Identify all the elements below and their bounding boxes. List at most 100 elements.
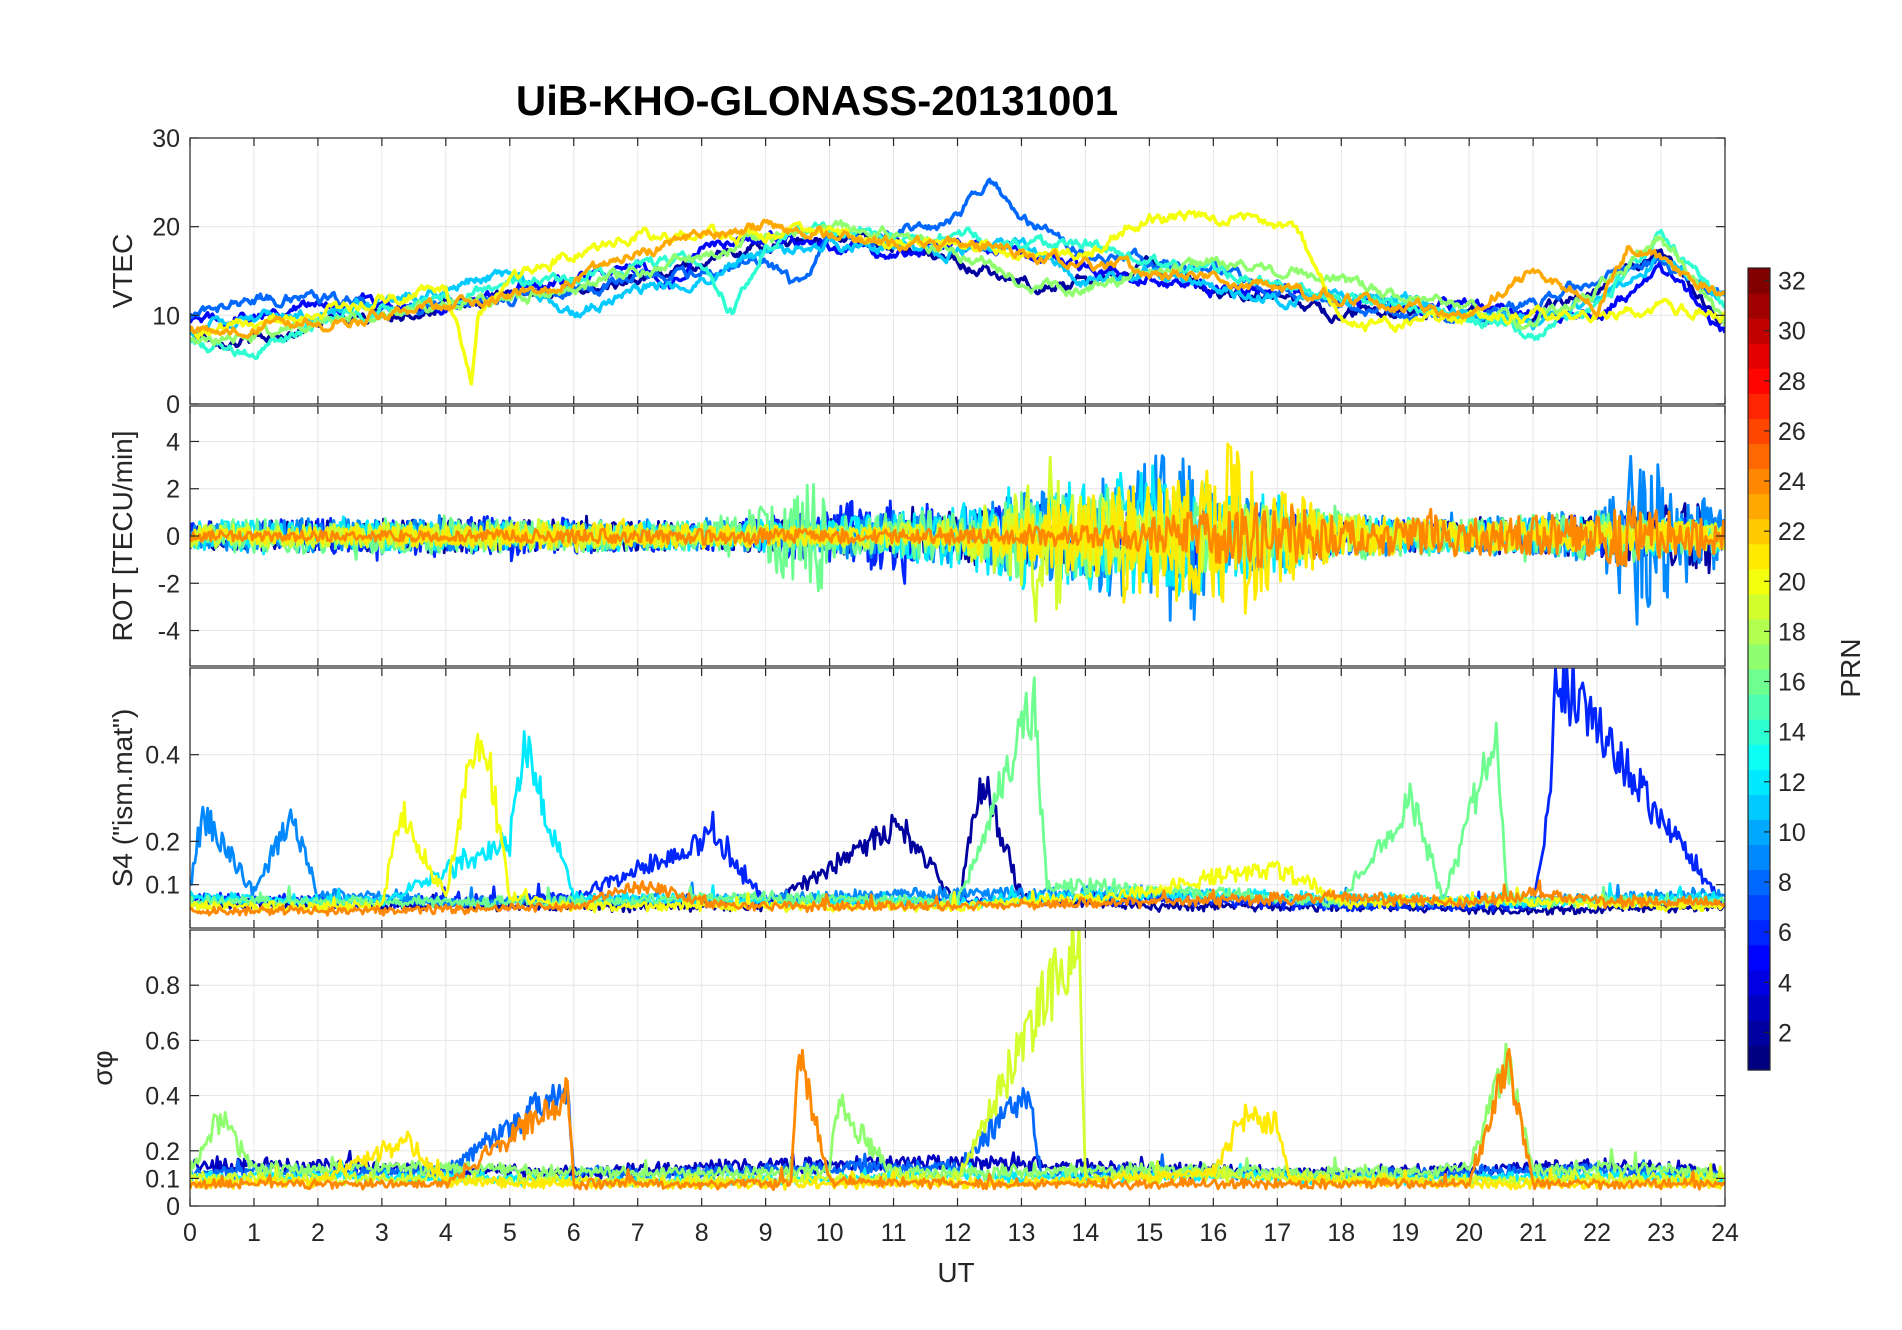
y-tick-label: 0.1: [145, 872, 180, 900]
colorbar-tick-label: 26: [1778, 418, 1806, 446]
panel-3: 0.1 0.2 0.4S4 ("ism.mat"): [107, 667, 1726, 929]
x-tick-label: 23: [1647, 1219, 1675, 1247]
x-tick-label: 5: [503, 1219, 517, 1247]
colorbar-segment: [1748, 343, 1770, 369]
y-tick-label: 0: [166, 523, 180, 551]
y-tick-label: 0.8: [145, 972, 180, 1000]
colorbar-segment: [1748, 293, 1770, 319]
colorbar-tick-label: 4: [1778, 969, 1792, 997]
y-tick-label: 2: [166, 476, 180, 504]
x-tick-label: 19: [1391, 1219, 1419, 1247]
series-prn-20: [190, 732, 1725, 914]
colorbar-tick-label: 8: [1778, 869, 1792, 897]
x-tick-label: 17: [1263, 1219, 1291, 1247]
x-tick-label: 1: [247, 1219, 261, 1247]
y-tick-label: 0: [166, 391, 180, 419]
colorbar-segment: [1748, 769, 1770, 795]
panel-1: 0 10 20 30 VTEC: [107, 125, 1726, 419]
colorbar-tick-label: 14: [1778, 719, 1806, 747]
x-tick-label: 15: [1135, 1219, 1163, 1247]
colorbar-segment: [1748, 919, 1770, 946]
colorbar-segment: [1748, 393, 1770, 419]
y-tick-label: 0.2: [145, 828, 180, 856]
y-tick-label: -4: [158, 618, 180, 646]
y-tick-label: 0.4: [145, 742, 180, 770]
y-tick-label: 0.6: [145, 1027, 180, 1055]
series-prn-16: [190, 482, 1725, 593]
x-tick-label: 16: [1199, 1219, 1227, 1247]
panel-1-y-label: VTEC: [107, 234, 138, 309]
x-tick-label: 8: [695, 1219, 709, 1247]
x-tick-label: 9: [759, 1219, 773, 1247]
colorbar-segment: [1748, 744, 1770, 770]
colorbar-segment: [1748, 468, 1770, 495]
series-prn-17: [190, 219, 1725, 347]
colorbar-segment: [1748, 1019, 1770, 1046]
colorbar-tick-label: 10: [1778, 819, 1806, 847]
chart-title: UiB-KHO-GLONASS-20131001: [516, 77, 1118, 124]
colorbar-segment: [1748, 618, 1770, 645]
colorbar-segment: [1748, 719, 1770, 745]
colorbar-segment: [1748, 894, 1770, 921]
y-tick-label: 20: [152, 214, 180, 242]
series-prn-16: [190, 676, 1725, 910]
colorbar-segment: [1748, 1044, 1770, 1071]
panel-2-series: [190, 442, 1725, 626]
colorbar-segment: [1748, 643, 1770, 670]
colorbar-segment: [1748, 318, 1770, 344]
panel-3-ticks: 0.1 0.2 0.4: [145, 668, 1726, 928]
series-prn-24: [190, 1047, 1725, 1191]
colorbar-tick-label: 24: [1778, 468, 1806, 496]
colorbar-segment: [1748, 368, 1770, 394]
colorbar-tick-label: 18: [1778, 618, 1806, 646]
panel-4-ticks: 00.10.2 0.4 0.6 0.8: [145, 930, 1726, 1221]
colorbar-tick-label: 16: [1778, 669, 1806, 697]
colorbar-label: PRN: [1835, 638, 1866, 697]
y-tick-label: 0.1: [145, 1165, 180, 1193]
colorbar-tick-label: 6: [1778, 919, 1792, 947]
panel-3-series: [190, 668, 1725, 917]
x-axis-label: UT: [937, 1257, 974, 1288]
x-tick-label: 6: [567, 1219, 581, 1247]
series-prn-23: [190, 218, 1725, 339]
colorbar-segment: [1748, 443, 1770, 470]
colorbar-tick-label: 30: [1778, 318, 1806, 346]
colorbar-tick-label: 12: [1778, 769, 1806, 797]
colorbar-tick-label: 32: [1778, 268, 1806, 296]
colorbar-segment: [1748, 819, 1770, 846]
y-tick-label: 0.4: [145, 1083, 180, 1111]
x-tick-label: 18: [1327, 1219, 1355, 1247]
colorbar-tick-label: 2: [1778, 1019, 1792, 1047]
colorbar-segment: [1748, 493, 1770, 520]
x-tick-label: 2: [311, 1219, 325, 1247]
colorbar-segment: [1748, 518, 1770, 545]
x-tick-label: 11: [881, 1219, 907, 1247]
colorbar-segment: [1748, 994, 1770, 1021]
panel-1-ticks: 0 10 20 30: [152, 125, 1726, 419]
x-tick-label: 0: [183, 1219, 197, 1247]
colorbar-segment: [1748, 669, 1770, 695]
y-tick-label: 10: [152, 302, 180, 330]
x-tick-label: 10: [816, 1219, 844, 1247]
series-prn-17: [190, 1042, 1725, 1181]
series-prn-14: [190, 221, 1725, 361]
colorbar-segment: [1748, 418, 1770, 445]
colorbar-segment: [1748, 268, 1770, 294]
x-tick-label: 14: [1072, 1219, 1100, 1247]
y-tick-label: 0.2: [145, 1138, 180, 1166]
x-tick-label: 4: [439, 1219, 453, 1247]
colorbar-segment: [1748, 944, 1770, 971]
panel-4-series: [190, 930, 1725, 1191]
x-tick-label: 13: [1008, 1219, 1036, 1247]
colorbar-segment: [1748, 844, 1770, 871]
x-tick-label: 21: [1519, 1219, 1547, 1247]
x-tick-label: 7: [631, 1219, 645, 1247]
colorbar-segment: [1748, 694, 1770, 720]
panel-3-y-label: S4 ("ism.mat"): [107, 709, 138, 888]
series-prn-24: [190, 879, 1725, 917]
panel-1-series: [190, 177, 1725, 386]
x-tick-label: 20: [1455, 1219, 1483, 1247]
x-tick-label: 12: [944, 1219, 972, 1247]
x-tick-label: 22: [1583, 1219, 1611, 1247]
